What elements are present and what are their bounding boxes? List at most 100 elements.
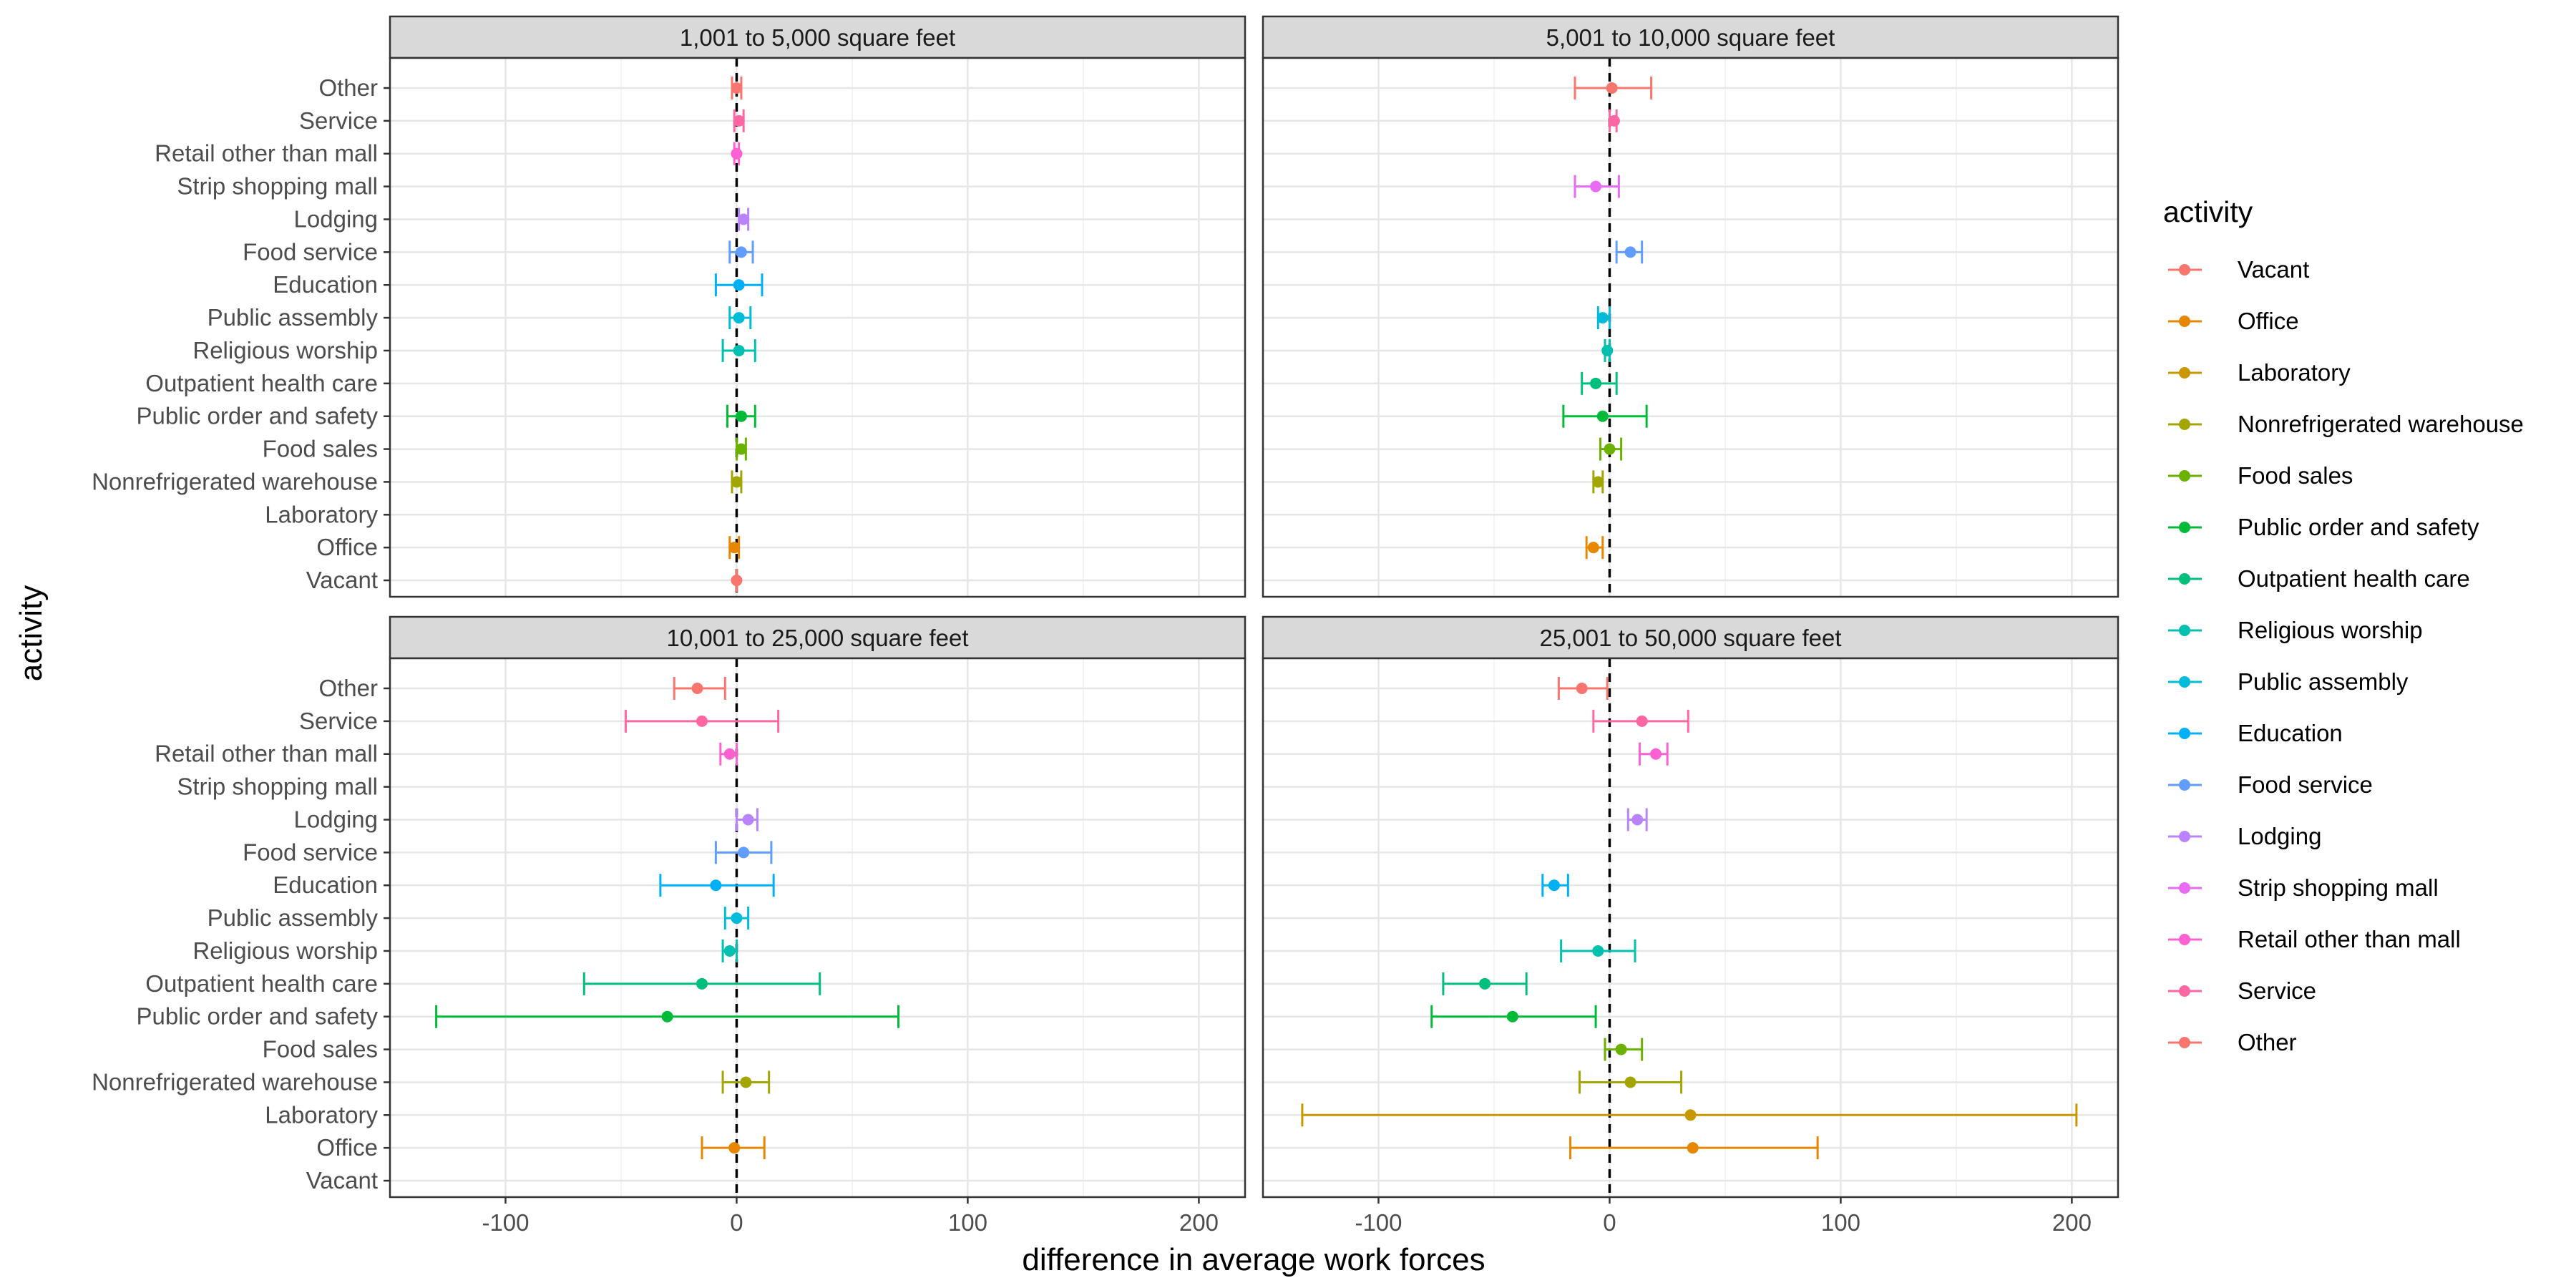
facet-strip bbox=[1262, 615, 2119, 660]
legend-key-point bbox=[2179, 985, 2190, 997]
y-tick-label: Public assembly bbox=[208, 304, 379, 331]
errorbar-other bbox=[1557, 677, 1609, 700]
y-tick-label: Vacant bbox=[306, 567, 378, 593]
point-service bbox=[1608, 114, 1620, 127]
errorbar-education bbox=[1541, 874, 1569, 897]
errorbar-outpatient-health-care bbox=[582, 972, 821, 995]
errorbar-religious-worship bbox=[721, 338, 756, 362]
legend-item-strip-shopping-mall: Strip shopping mall bbox=[2168, 874, 2439, 901]
legend-key-point bbox=[2179, 831, 2190, 842]
errorbar-lodging bbox=[738, 208, 750, 231]
errorbar-other bbox=[731, 77, 743, 99]
errorbar-retail-other-than-mall bbox=[1638, 742, 1669, 766]
errorbar-service bbox=[1592, 709, 1689, 733]
point-food-sales bbox=[1604, 443, 1616, 455]
point-vacant bbox=[731, 575, 743, 587]
errorbar-food-service bbox=[714, 841, 773, 864]
point-lodging bbox=[742, 814, 754, 826]
y-tick-label: Laboratory bbox=[265, 1101, 378, 1128]
point-other bbox=[1576, 683, 1588, 694]
legend-label: Retail other than mall bbox=[2238, 926, 2461, 952]
legend-item-public-order-and-safety: Public order and safety bbox=[2168, 514, 2479, 540]
point-office bbox=[728, 542, 741, 554]
facet-panel-1: 1,001 to 5,000 square feet Other Service Re… bbox=[92, 15, 1246, 598]
legend-label: Food service bbox=[2238, 771, 2373, 798]
legend-item-laboratory: Laboratory bbox=[2168, 359, 2351, 386]
legend-label: Food sales bbox=[2238, 462, 2353, 489]
point-nonrefrigerated-warehouse bbox=[740, 1076, 752, 1088]
point-education bbox=[710, 879, 722, 892]
facet-panel-4: 25,001 to 50,000 square feet -100 0 100 200 bbox=[1262, 615, 2119, 1236]
errorbar-religious-worship bbox=[721, 939, 738, 962]
y-tick-label: Public order and safety bbox=[136, 1003, 378, 1030]
point-nonrefrigerated-warehouse bbox=[1592, 476, 1604, 488]
legend-label: Laboratory bbox=[2238, 359, 2351, 386]
legend-key-point bbox=[2179, 522, 2190, 533]
point-outpatient-health-care bbox=[1479, 977, 1491, 990]
y-tick-label: Public order and safety bbox=[136, 403, 378, 429]
errorbar-public-order-and-safety bbox=[1562, 404, 1648, 428]
panel-border bbox=[389, 657, 1246, 1199]
facet-title: 25,001 to 50,000 square feet bbox=[1539, 625, 1841, 651]
y-tick-label: Lodging bbox=[294, 205, 378, 232]
errorbar-nonrefrigerated-warehouse bbox=[721, 1070, 771, 1094]
facet-panel-3: 10,001 to 25,000 square feet Other Service… bbox=[92, 615, 1246, 1236]
y-tick-label: Service bbox=[299, 107, 378, 134]
point-service bbox=[1636, 715, 1648, 727]
errorbar-education bbox=[714, 273, 763, 297]
legend-item-nonrefrigerated-warehouse: Nonrefrigerated warehouse bbox=[2168, 411, 2524, 437]
errorbar-vacant bbox=[731, 569, 743, 592]
errorbar-retail-other-than-mall bbox=[719, 742, 738, 766]
legend-label: Other bbox=[2238, 1029, 2297, 1055]
point-strip-shopping-mall bbox=[1590, 180, 1602, 192]
panel-background bbox=[1263, 58, 2118, 597]
point-public-assembly bbox=[1596, 312, 1609, 324]
legend-item-religious-worship: Religious worship bbox=[2168, 617, 2423, 643]
facet-strip bbox=[389, 615, 1246, 660]
panel-border bbox=[389, 57, 1246, 598]
legend-label: Public order and safety bbox=[2238, 514, 2479, 540]
y-tick-label: Other bbox=[318, 675, 378, 701]
point-outpatient-health-care bbox=[696, 977, 708, 990]
y-tick-label: Education bbox=[273, 271, 378, 298]
legend-item-education: Education bbox=[2168, 720, 2343, 746]
errorbar-lodging bbox=[735, 808, 759, 831]
facet-title: 10,001 to 25,000 square feet bbox=[666, 625, 968, 651]
y-tick-label: Public assembly bbox=[208, 904, 379, 931]
legend-item-food-sales: Food sales bbox=[2168, 462, 2353, 489]
legend-label: Lodging bbox=[2238, 823, 2321, 849]
facet-title: 1,001 to 5,000 square feet bbox=[680, 24, 955, 51]
errorbar-public-order-and-safety bbox=[435, 1005, 900, 1028]
errorbar-nonrefrigerated-warehouse bbox=[1592, 470, 1604, 494]
y-tick-label: Food sales bbox=[263, 1036, 378, 1063]
errorbar-food-sales bbox=[1599, 437, 1623, 461]
legend-label: Service bbox=[2238, 977, 2316, 1004]
errorbar-strip-shopping-mall bbox=[1574, 175, 1620, 198]
legend-label: Education bbox=[2238, 720, 2343, 746]
point-lodging bbox=[738, 213, 750, 225]
y-tick-label: Nonrefrigerated warehouse bbox=[92, 468, 378, 494]
errorbar-laboratory bbox=[1301, 1103, 2078, 1127]
y-tick-label: Vacant bbox=[306, 1167, 378, 1194]
y-tick-label: Food service bbox=[243, 839, 378, 865]
errorbar-food-service bbox=[1615, 240, 1644, 264]
legend-key-point bbox=[2179, 779, 2190, 791]
legend-label: Vacant bbox=[2238, 256, 2309, 283]
point-public-assembly bbox=[733, 312, 745, 324]
point-laboratory bbox=[1684, 1109, 1697, 1121]
point-education bbox=[733, 279, 745, 291]
errorbar-lodging bbox=[1626, 808, 1648, 831]
y-tick-label: Office bbox=[316, 534, 378, 560]
errorbar-food-sales bbox=[735, 437, 747, 461]
point-religious-worship bbox=[723, 945, 736, 957]
legend-label: Public assembly bbox=[2238, 668, 2409, 695]
y-tick-label: Food sales bbox=[263, 436, 378, 462]
legend-key-point bbox=[2179, 470, 2190, 482]
point-office bbox=[1587, 542, 1599, 554]
panel-border bbox=[1262, 657, 2119, 1199]
point-food-sales bbox=[1615, 1043, 1627, 1055]
y-tick-label: Service bbox=[299, 708, 378, 734]
point-religious-worship bbox=[733, 344, 745, 356]
errorbar-public-assembly bbox=[1596, 306, 1611, 330]
legend-key-point bbox=[2179, 676, 2190, 688]
